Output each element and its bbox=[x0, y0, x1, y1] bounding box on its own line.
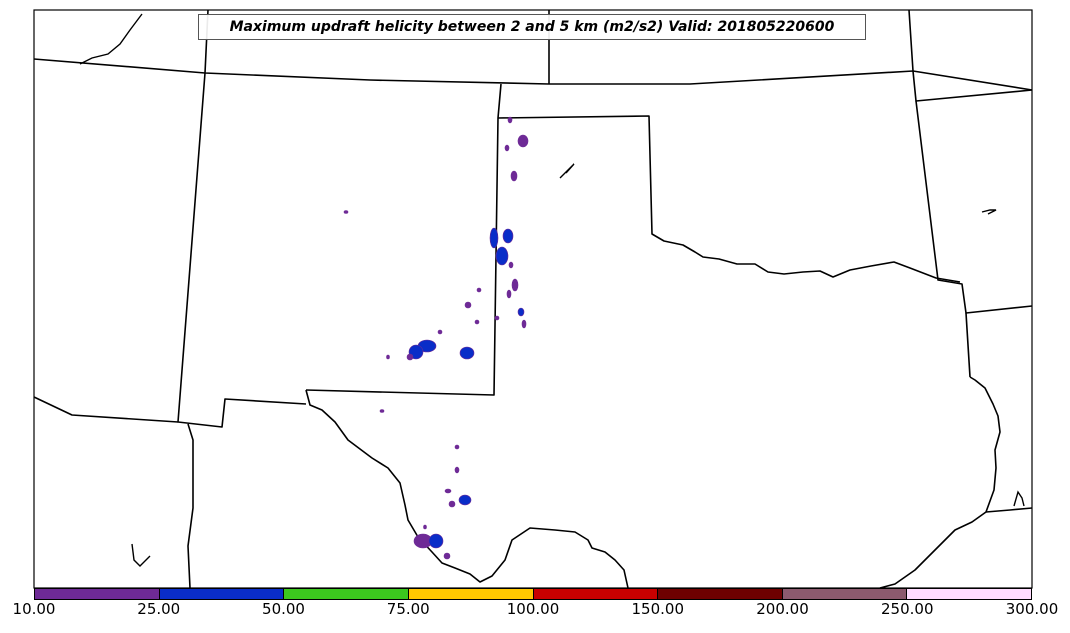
lake-outline bbox=[559, 163, 575, 179]
map-frame bbox=[33, 9, 1033, 589]
map-title-box: Maximum updraft helicity between 2 and 5… bbox=[198, 14, 866, 40]
colorbar-tick-label: 50.00 bbox=[262, 600, 305, 618]
colorbar-segment bbox=[532, 589, 658, 599]
helicity-contours bbox=[343, 116, 529, 560]
arkansas-border bbox=[915, 100, 1033, 314]
red-river-border bbox=[497, 115, 961, 283]
missouri-iowa-border bbox=[908, 9, 1033, 102]
colorbar-tick-label: 200.00 bbox=[756, 600, 809, 618]
arizona-new-mexico-border bbox=[187, 423, 194, 589]
colorbar-segment bbox=[781, 589, 907, 599]
bay-outline bbox=[1013, 490, 1025, 507]
colorbar-segment bbox=[407, 589, 533, 599]
lake-outline bbox=[79, 13, 143, 65]
colorbar-tick-label: 75.00 bbox=[386, 600, 430, 618]
colorado-new-mexico-border bbox=[177, 9, 307, 428]
colorbar-tick-label: 25.00 bbox=[137, 600, 181, 618]
rio-grande-border bbox=[305, 389, 629, 589]
colorbar-tick-label: 10.00 bbox=[12, 600, 56, 618]
colorbar-tick-label: 100.00 bbox=[506, 600, 560, 618]
colorbar-tick-label: 150.00 bbox=[631, 600, 685, 618]
water-features bbox=[79, 13, 1025, 567]
colorbar bbox=[34, 588, 1032, 600]
colorbar-segment bbox=[158, 589, 284, 599]
colorbar-segment bbox=[906, 589, 1031, 599]
louisiana-border bbox=[965, 312, 971, 378]
map-title: Maximum updraft helicity between 2 and 5… bbox=[229, 19, 835, 35]
colorbar-tick-label: 250.00 bbox=[881, 600, 934, 618]
louisiana-coastline bbox=[985, 507, 1033, 513]
colorbar-segment bbox=[657, 589, 782, 599]
lake-outline bbox=[131, 543, 151, 567]
gulf-coastline bbox=[879, 376, 1001, 589]
colorbar-segment bbox=[283, 589, 408, 599]
colorbar-segment bbox=[35, 589, 159, 599]
lake-outline bbox=[981, 209, 997, 215]
colorbar-tick-label: 300.00 bbox=[1005, 600, 1059, 618]
arizona-border bbox=[33, 396, 179, 423]
